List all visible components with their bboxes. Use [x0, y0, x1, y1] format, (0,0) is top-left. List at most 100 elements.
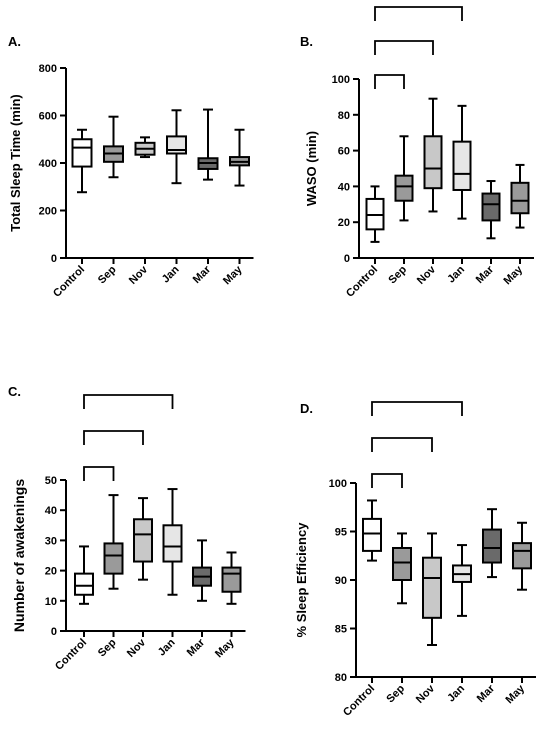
x-tick-label: Jan [445, 682, 467, 704]
box-mar [192, 539, 212, 602]
x-tick-label: Control [53, 637, 89, 673]
y-tick-label: 10 [45, 596, 57, 608]
y-tick-label: 0 [51, 626, 57, 638]
x-tick-label: May [221, 263, 245, 287]
panel-1: A. 0 200 400 600 800 Total Sleep Time (min) Con… [8, 34, 254, 300]
box-body [394, 174, 414, 202]
y-tick-label: 40 [338, 181, 350, 193]
significance-bracket [83, 430, 144, 445]
box-body [162, 524, 183, 563]
significance-bracket [374, 74, 405, 89]
box-body [481, 192, 501, 222]
x-tick-label: Nov [127, 263, 151, 287]
significance-bracket [83, 466, 115, 481]
x-tick-label: Control [51, 264, 87, 300]
box-body [71, 138, 93, 168]
x-tick-label: Mar [475, 682, 498, 705]
box-sep [394, 135, 414, 222]
y-tick-label: 85 [335, 624, 347, 636]
x-tick-label: Control [341, 683, 377, 719]
y-tick-label: 0 [51, 253, 57, 265]
y-tick-label: 20 [338, 217, 350, 229]
box-body [362, 517, 382, 552]
x-tick-label: Sep [384, 682, 407, 705]
y-tick-label: 95 [335, 527, 347, 539]
box-body [482, 528, 502, 564]
box-may [221, 551, 242, 605]
box-mar [482, 508, 502, 579]
y-axis-title: WASO (min) [304, 131, 319, 206]
x-tick-label: Mar [474, 263, 497, 286]
box-body [103, 542, 124, 575]
box-control [362, 499, 382, 562]
box-jan [452, 544, 472, 617]
panel-letter: D. [300, 401, 313, 416]
y-tick-label: 40 [45, 505, 57, 517]
box-may [510, 163, 530, 229]
panel-letter: C. [8, 384, 21, 399]
y-tick-label: 100 [332, 74, 350, 86]
y-tick-label: 80 [338, 110, 350, 122]
x-tick-label: Control [344, 264, 380, 300]
box-jan [162, 488, 183, 596]
y-tick-label: 60 [338, 146, 350, 158]
x-tick-label: Mar [191, 263, 214, 286]
y-tick-label: 80 [335, 672, 347, 684]
panel-2: B. 0 20 40 60 80 100 WASO (min) Control Sep Nov Jan… [300, 6, 534, 300]
y-axis-title: Total Sleep Time (min) [8, 94, 23, 231]
box-control [365, 185, 385, 243]
y-tick-label: 50 [45, 475, 57, 487]
x-tick-label: Jan [156, 636, 178, 658]
box-sep [103, 494, 124, 590]
significance-bracket [371, 401, 463, 416]
box-body [74, 572, 94, 596]
y-tick-label: 90 [335, 575, 347, 587]
x-tick-label: Sep [96, 636, 119, 659]
x-tick-label: Jan [160, 263, 182, 285]
y-axis-title: % Sleep Efficiency [294, 522, 309, 638]
y-tick-label: 200 [39, 206, 57, 218]
box-body [452, 140, 472, 191]
y-tick-label: 0 [344, 253, 350, 265]
box-control [71, 128, 93, 194]
box-may [229, 128, 250, 187]
x-tick-label: Nov [125, 636, 149, 660]
x-tick-label: Mar [185, 636, 208, 659]
y-tick-label: 20 [45, 566, 57, 578]
box-mar [481, 180, 501, 240]
y-tick-label: 800 [39, 63, 57, 75]
x-tick-label: Sep [386, 263, 409, 286]
y-tick-label: 30 [45, 535, 57, 547]
x-tick-label: May [501, 263, 525, 287]
y-axis-title: Number of awakenings [11, 479, 27, 632]
x-tick-label: May [213, 636, 237, 660]
box-nov [423, 97, 443, 213]
panel-letter: B. [300, 34, 313, 49]
significance-bracket [371, 437, 433, 452]
box-nov [133, 497, 153, 581]
box-body [510, 181, 530, 215]
box-jan [452, 104, 472, 220]
x-tick-label: Nov [414, 682, 438, 706]
box-body [512, 542, 532, 570]
box-body [423, 135, 443, 190]
panel-letter: A. [8, 34, 21, 49]
box-body [392, 546, 412, 581]
y-tick-label: 100 [329, 478, 347, 490]
significance-bracket [374, 6, 463, 21]
panel-4: D. 80 85 90 95 100 % Sleep Efficiency Control Se… [294, 401, 536, 719]
box-body [221, 566, 242, 593]
significance-bracket [371, 473, 403, 488]
box-mar [197, 108, 219, 181]
panel-3: C. 0 10 20 30 40 50 Number of awakenings Control… [8, 384, 246, 673]
y-tick-label: 400 [39, 158, 57, 170]
y-tick-label: 600 [39, 111, 57, 123]
box-jan [166, 109, 187, 185]
significance-bracket [83, 394, 174, 409]
box-sep [392, 532, 412, 605]
box-nov [134, 136, 156, 159]
box-control [74, 545, 94, 605]
significance-bracket [374, 40, 434, 55]
box-body [133, 518, 153, 563]
